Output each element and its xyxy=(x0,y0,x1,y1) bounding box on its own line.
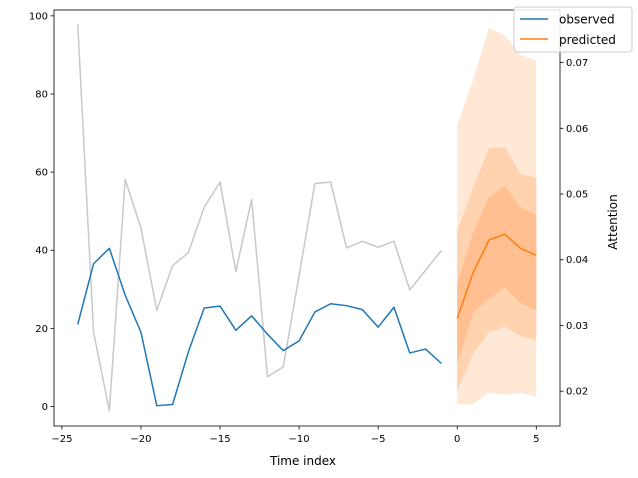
attention-line xyxy=(76,23,442,412)
left-y-tick-label: 80 xyxy=(35,89,48,100)
left-y-axis-ticks: 0 20 40 60 80 100 xyxy=(29,11,54,413)
predicted-line xyxy=(456,233,537,319)
right-y-axis-ticks: 0.02 0.03 0.04 0.05 0.06 0.07 xyxy=(560,58,588,398)
right-y-tick-label: 0.07 xyxy=(566,58,588,69)
x-tick-label: 5 xyxy=(533,434,539,445)
legend-label-predicted: predicted xyxy=(559,33,616,47)
x-axis-ticks: −25 −20 −15 −10 −5 0 5 xyxy=(51,426,539,445)
x-tick-label: −25 xyxy=(51,434,72,445)
left-y-tick-label: 60 xyxy=(35,168,48,179)
right-y-tick-label: 0.04 xyxy=(566,255,588,266)
left-y-tick-label: 20 xyxy=(35,324,48,335)
x-tick-label: −10 xyxy=(289,434,310,445)
right-y-tick-label: 0.03 xyxy=(566,321,588,332)
right-y-axis-label: Attention xyxy=(606,194,620,249)
x-axis-label: Time index xyxy=(269,454,336,468)
left-y-tick-label: 40 xyxy=(35,246,48,257)
prediction-band-2 xyxy=(457,185,537,364)
plot-frame xyxy=(53,9,561,427)
x-tick-label: 0 xyxy=(454,434,460,445)
right-y-tick-label: 0.02 xyxy=(566,387,588,398)
x-tick-label: −15 xyxy=(209,434,230,445)
legend-label-observed: observed xyxy=(559,13,615,27)
legend: observed predicted xyxy=(513,6,633,53)
right-y-tick-label: 0.06 xyxy=(566,124,588,135)
left-y-tick-label: 100 xyxy=(29,11,48,22)
observed-line xyxy=(76,247,442,407)
right-y-tick-label: 0.05 xyxy=(566,190,588,201)
prediction-bands xyxy=(457,27,537,405)
x-tick-label: −20 xyxy=(130,434,151,445)
x-tick-label: −5 xyxy=(371,434,386,445)
left-y-tick-label: 0 xyxy=(42,402,48,413)
series-lines xyxy=(76,23,537,412)
